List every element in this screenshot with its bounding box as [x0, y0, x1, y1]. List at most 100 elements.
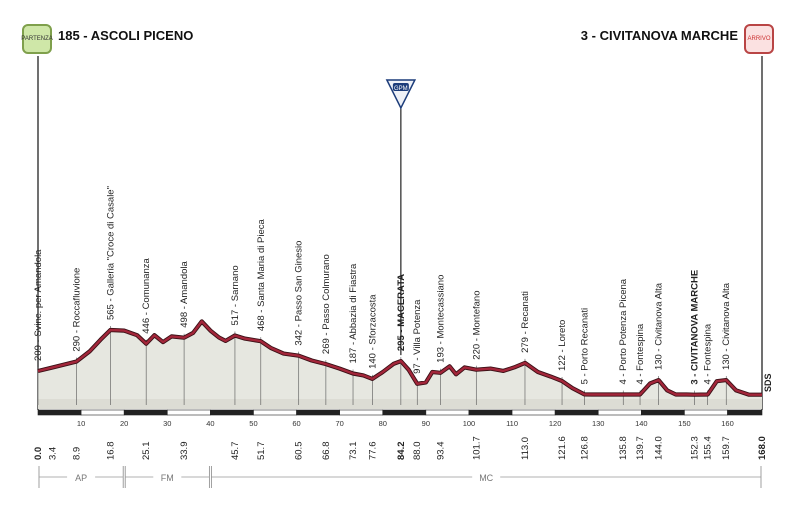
km-bar-segment-70 [339, 409, 384, 416]
location-label-14: 220 - Montefano [471, 291, 482, 360]
km-tick-label-9: 100 [463, 419, 476, 428]
province-label-0: AP [75, 473, 87, 483]
bottom-km-label-19: 135.8 [618, 436, 629, 460]
km-tick-label-13: 140 [635, 419, 648, 428]
province-label-bg-1 [153, 471, 182, 483]
km-tick-label-4: 50 [249, 419, 257, 428]
bottom-km-label-2: 8.9 [71, 447, 82, 460]
location-label-1: 290 - Roccafluvione [71, 268, 82, 352]
bottom-km-label-17: 121.6 [557, 436, 568, 460]
province-label-2: MC [479, 473, 493, 483]
location-label-8: 269 - Passo Colmurano [321, 254, 332, 354]
bottom-km-label-1: 3.4 [48, 447, 59, 460]
location-label-9: 187 - Abbazia di Fiastra [348, 263, 359, 364]
location-label-4: 498 - Amandola [179, 260, 190, 327]
bottom-km-label-23: 155.4 [703, 436, 714, 460]
bottom-km-label-9: 66.8 [321, 442, 332, 461]
km-bar-segment-100 [468, 409, 513, 416]
bottom-km-label-16: 113.0 [520, 437, 531, 460]
bottom-km-label-5: 33.9 [179, 442, 190, 461]
location-label-7: 342 - Passo San Ginesio [294, 241, 305, 346]
location-label-22: 4 - Fontespina [703, 323, 714, 384]
location-label-20: 130 - Civitanova Alta [654, 282, 665, 370]
province-label-bg-2 [472, 471, 501, 483]
bottom-km-label-11: 77.6 [367, 442, 378, 461]
km-bar-segment-90 [425, 409, 470, 416]
bottom-km-label-21: 144.0 [654, 436, 665, 460]
location-label-15: 279 - Recanati [520, 291, 531, 353]
km-tick-label-6: 70 [335, 419, 343, 428]
profile-area [38, 321, 762, 407]
finish-flag-icon: ARRIVO [744, 24, 774, 54]
km-tick-label-2: 30 [163, 419, 171, 428]
km-bar-segment-140 [641, 409, 685, 416]
bottom-km-label-3: 16.8 [105, 442, 116, 461]
chart-background-layer [37, 56, 763, 410]
km-bar-segment-0 [37, 409, 82, 416]
bottom-km-label-15: 101.7 [471, 436, 482, 460]
bottom-km-label-6: 45.7 [230, 442, 241, 461]
bottom-km-label-24: 159.7 [721, 436, 732, 460]
bottom-km-label-10: 73.1 [348, 442, 359, 461]
bottom-km-label-12: 84.2 [396, 442, 407, 461]
location-label-23: 130 - Civitanova Alta [721, 282, 732, 370]
gpm-badge-bar [392, 83, 409, 91]
km-bar-segment-20 [123, 409, 168, 416]
location-label-13: 193 - Montecassiano [436, 275, 447, 363]
km-tick-label-5: 60 [292, 419, 300, 428]
location-label-19: 4 - Fontespina [635, 323, 646, 384]
km-tick-label-14: 150 [678, 419, 691, 428]
location-label-10: 140 - Sforzacosta [367, 294, 378, 369]
profile-layer: GPM [37, 79, 762, 409]
location-label-6: 468 - Santa Maria di Pieca [256, 219, 267, 332]
ground-band [38, 399, 762, 409]
bottom-km-label-4: 25.1 [141, 442, 152, 461]
gpm-label: GPM [394, 86, 408, 92]
start-location-title: 185 - ASCOLI PICENO [58, 28, 194, 43]
bottom-km-label-13: 88.0 [412, 442, 423, 461]
location-label-3: 446 - Comunanza [141, 257, 152, 333]
location-label-17: 5 - Porto Recanati [579, 308, 590, 385]
bottom-km-label-0: 0.0 [33, 447, 44, 460]
km-bar-segment-150 [684, 409, 728, 416]
location-label-2: 565 - Galleria "Croce di Casale" [105, 186, 116, 320]
location-label-5: 517 - Sarnano [230, 265, 241, 325]
km-bar-segment-120 [554, 409, 599, 416]
km-bar-segment-40 [210, 409, 254, 416]
start-flag-icon: PARTENZA [21, 24, 53, 54]
km-bar-segment-130 [597, 409, 642, 416]
km-bar-segment-110 [511, 409, 556, 416]
km-tick-label-0: 10 [77, 419, 85, 428]
province-label-bg-0 [67, 471, 96, 483]
location-label-16: 122 - Loreto [557, 320, 568, 371]
km-tick-label-10: 110 [506, 419, 518, 428]
bottom-km-label-7: 51.7 [256, 442, 267, 461]
profile-line [37, 320, 762, 396]
location-label-21: 3 - CIVITANOVA MARCHE [689, 270, 700, 385]
bottom-km-label-8: 60.5 [294, 442, 305, 461]
km-bar-segment-160 [727, 409, 763, 416]
km-tick-label-12: 130 [592, 419, 605, 428]
km-bar-segment-80 [382, 409, 427, 416]
location-label-11: 295 - MACERATA [396, 274, 407, 351]
km-axis-layer: 10 20 30 40 50 60 70 80 90 100 110 120 130 140 150 160 0… [33, 409, 768, 488]
location-label-18: 4 - Porto Potenza Picena [618, 278, 629, 384]
km-tick-label-1: 20 [120, 419, 128, 428]
bottom-km-label-20: 139.7 [635, 436, 646, 460]
km-bar-segment-10 [80, 409, 125, 416]
location-label-12: 97 - Villa Potenza [412, 299, 423, 374]
finish-location-title: 3 - CIVITANOVA MARCHE [580, 28, 738, 43]
km-tick-label-8: 90 [422, 419, 430, 428]
km-bar-segment-60 [296, 409, 340, 416]
bottom-km-label-14: 93.4 [436, 442, 447, 461]
bottom-km-label-25: 168.0 [757, 436, 768, 460]
km-tick-label-3: 40 [206, 419, 214, 428]
km-tick-label-11: 120 [549, 419, 562, 428]
sds-label: SDS [763, 373, 773, 392]
bottom-km-label-18: 126.8 [579, 436, 590, 460]
bottom-km-label-22: 152.3 [689, 436, 700, 460]
location-labels-layer: 209 - Svinc. per Amandola 290 - Roccafluv… [33, 186, 773, 392]
km-bar-segment-30 [166, 409, 211, 416]
